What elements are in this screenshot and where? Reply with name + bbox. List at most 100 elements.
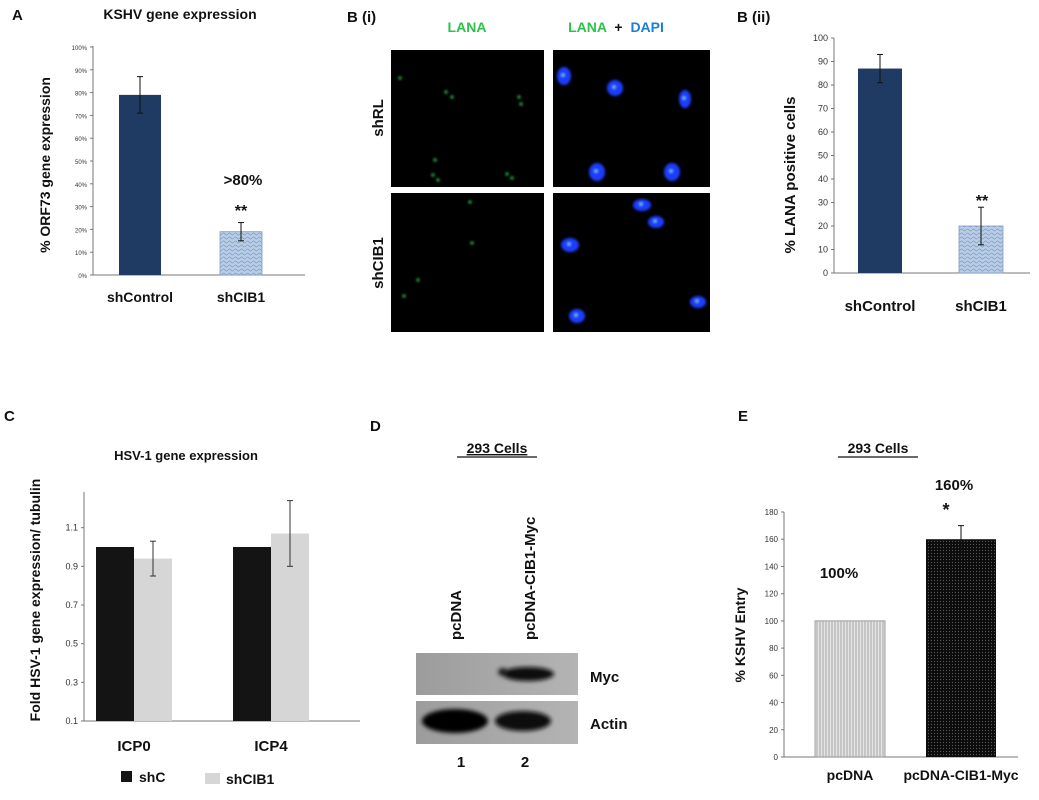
header-lana-2: LANA (568, 19, 607, 35)
y-tick-label: 0% (78, 274, 87, 280)
category-label: shCIB1 (217, 289, 265, 305)
lana-dot (669, 169, 673, 173)
category-label: shControl (845, 298, 916, 315)
lana-signal (431, 173, 435, 177)
y-tick-label: 0.5 (65, 639, 78, 649)
y-tick-label: 0.3 (65, 677, 78, 687)
y-tick-label: 140 (765, 562, 779, 571)
lana-signal (416, 278, 420, 282)
panel-label-b-i: B (i) (347, 9, 376, 26)
micrograph-shrl-merge (553, 50, 710, 187)
nucleus (690, 296, 706, 308)
chart-panel-a: KSHV gene expression % ORF73 gene expres… (37, 6, 305, 305)
row-label-shrl: shRL (370, 99, 387, 137)
chart-c-legend: shC shCIB1 (121, 769, 274, 787)
y-tick-label: 40 (769, 699, 778, 708)
nucleus (561, 238, 579, 252)
chart-c-ylabel: Fold HSV-1 gene expression/ tubulin (27, 479, 43, 722)
chart-b-ylabel: % LANA positive cells (782, 97, 799, 254)
y-tick-label: 70% (75, 114, 88, 120)
lana-signal (505, 172, 509, 176)
y-tick-label: 0.9 (65, 561, 78, 571)
y-tick-label: 10 (818, 245, 828, 255)
bar (814, 620, 886, 758)
lana-signal (517, 95, 521, 99)
chart-e-title: 293 Cells (848, 440, 909, 456)
lana-dot (574, 313, 578, 317)
chart-c-title: HSV-1 gene expression (114, 448, 258, 463)
y-tick-label: 40% (75, 183, 88, 189)
header-lana: LANA (448, 19, 487, 35)
category-label: pcDNA (827, 767, 874, 783)
lana-signal (450, 95, 454, 99)
lana-signal (436, 178, 440, 182)
chart-a-ylabel: % ORF73 gene expression (37, 77, 53, 253)
lane-number-2: 2 (521, 754, 529, 771)
nucleus (569, 309, 585, 323)
y-tick-label: 0.1 (65, 716, 78, 726)
micrograph-shcib1-merge (553, 193, 710, 332)
western-blot-panel: 293 Cells pcDNA pcDNA-CIB1-Myc Myc Actin… (416, 440, 628, 771)
category-label: ICP0 (117, 738, 150, 755)
lana-signal (444, 90, 448, 94)
lana-dot (594, 169, 598, 173)
category-label: ICP4 (254, 738, 288, 755)
lane-number-1: 1 (457, 754, 465, 771)
y-tick-label: 100 (765, 617, 779, 626)
chart-a-significance: ** (235, 203, 248, 220)
y-tick-label: 100% (72, 46, 88, 52)
band-myc-lane2 (502, 667, 554, 681)
chart-panel-b-ii: % LANA positive cells 0 10 20 30 40 50 60 70 80 9… (782, 33, 1030, 315)
band-myc-lane2-edge (498, 668, 508, 676)
nucleus (679, 90, 691, 108)
y-tick-label: 40 (818, 174, 828, 184)
header-dapi: DAPI (630, 19, 663, 35)
nucleus (589, 163, 605, 181)
y-tick-label: 160 (765, 535, 779, 544)
row-label-shcib1: shCIB1 (370, 237, 387, 289)
category-label: shControl (107, 289, 173, 305)
chart-b-significance: ** (976, 193, 989, 210)
y-tick-label: 80 (818, 80, 828, 90)
band-actin-lane2 (495, 711, 551, 731)
y-tick-label: 20 (818, 221, 828, 231)
y-tick-label: 10% (75, 251, 88, 257)
chart-panel-e: 293 Cells % KSHV Entry 0 20 40 60 80 100 120 14… (732, 440, 1019, 783)
nucleus (648, 216, 664, 228)
y-tick-label: 50% (75, 160, 88, 166)
header-plus: + (614, 19, 622, 35)
lana-signal (470, 241, 474, 245)
y-tick-label: 20% (75, 228, 88, 234)
y-tick-label: 30 (818, 198, 828, 208)
y-tick-label: 20 (769, 726, 778, 735)
micrograph-shcib1-lana (391, 193, 544, 332)
y-tick-label: 80% (75, 92, 88, 98)
bar (96, 547, 134, 721)
panel-label-d: D (370, 418, 381, 435)
bar (119, 94, 161, 275)
micrograph-shrl-lana (391, 50, 544, 187)
y-tick-label: 90 (818, 57, 828, 67)
lana-dot (653, 219, 657, 223)
nucleus (664, 163, 680, 181)
y-tick-label: 120 (765, 590, 779, 599)
y-tick-label: 80 (769, 644, 778, 653)
lana-signal (398, 76, 402, 80)
legend-label-shc: shC (139, 769, 165, 785)
chart-e-annotation-160: 160% (935, 477, 973, 494)
legend-swatch-shc (121, 771, 132, 782)
lane-label-pcdna-cib1-myc: pcDNA-CIB1-Myc (522, 517, 539, 640)
band-label-myc: Myc (590, 669, 619, 686)
bar (858, 68, 902, 273)
y-tick-label: 70 (818, 104, 828, 114)
chart-e-ylabel: % KSHV Entry (732, 587, 748, 682)
blot-title: 293 Cells (467, 440, 528, 456)
bar (219, 231, 263, 276)
header-lana-dapi: LANA + DAPI (568, 19, 664, 35)
chart-a-title: KSHV gene expression (103, 6, 256, 22)
y-tick-label: 30% (75, 206, 88, 212)
panel-label-b-ii: B (ii) (737, 9, 770, 26)
band-actin-lane1 (422, 709, 488, 733)
legend-swatch-shcib1 (205, 773, 220, 784)
lana-signal (519, 102, 523, 106)
